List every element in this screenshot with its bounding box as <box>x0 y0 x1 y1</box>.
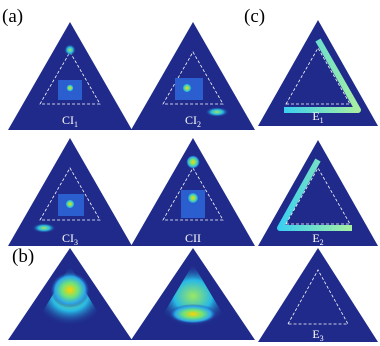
triangle-plot: CII <box>131 138 255 246</box>
label: CI3 <box>62 231 78 247</box>
triangle-plot: E2 <box>258 140 378 247</box>
label: CI2 <box>185 113 201 129</box>
panel-tag: (c) <box>244 6 265 27</box>
label: E1 <box>312 109 323 125</box>
label: E2 <box>312 231 323 247</box>
triangle-plot <box>131 248 255 340</box>
panel-tag: (a) <box>2 6 23 27</box>
triangle-plot: CI2 <box>131 22 255 130</box>
label: CII <box>185 231 201 245</box>
panel-tag: (b) <box>12 246 34 267</box>
triangle-plot: E1 <box>258 20 378 126</box>
triangle-plot: E3 <box>258 248 378 343</box>
triangle-plot: CI3 <box>8 138 132 247</box>
label: E3 <box>312 327 323 343</box>
triangle-plot <box>8 248 132 340</box>
label: CI1 <box>62 113 78 129</box>
triangle-plot: CI1 <box>8 22 132 130</box>
